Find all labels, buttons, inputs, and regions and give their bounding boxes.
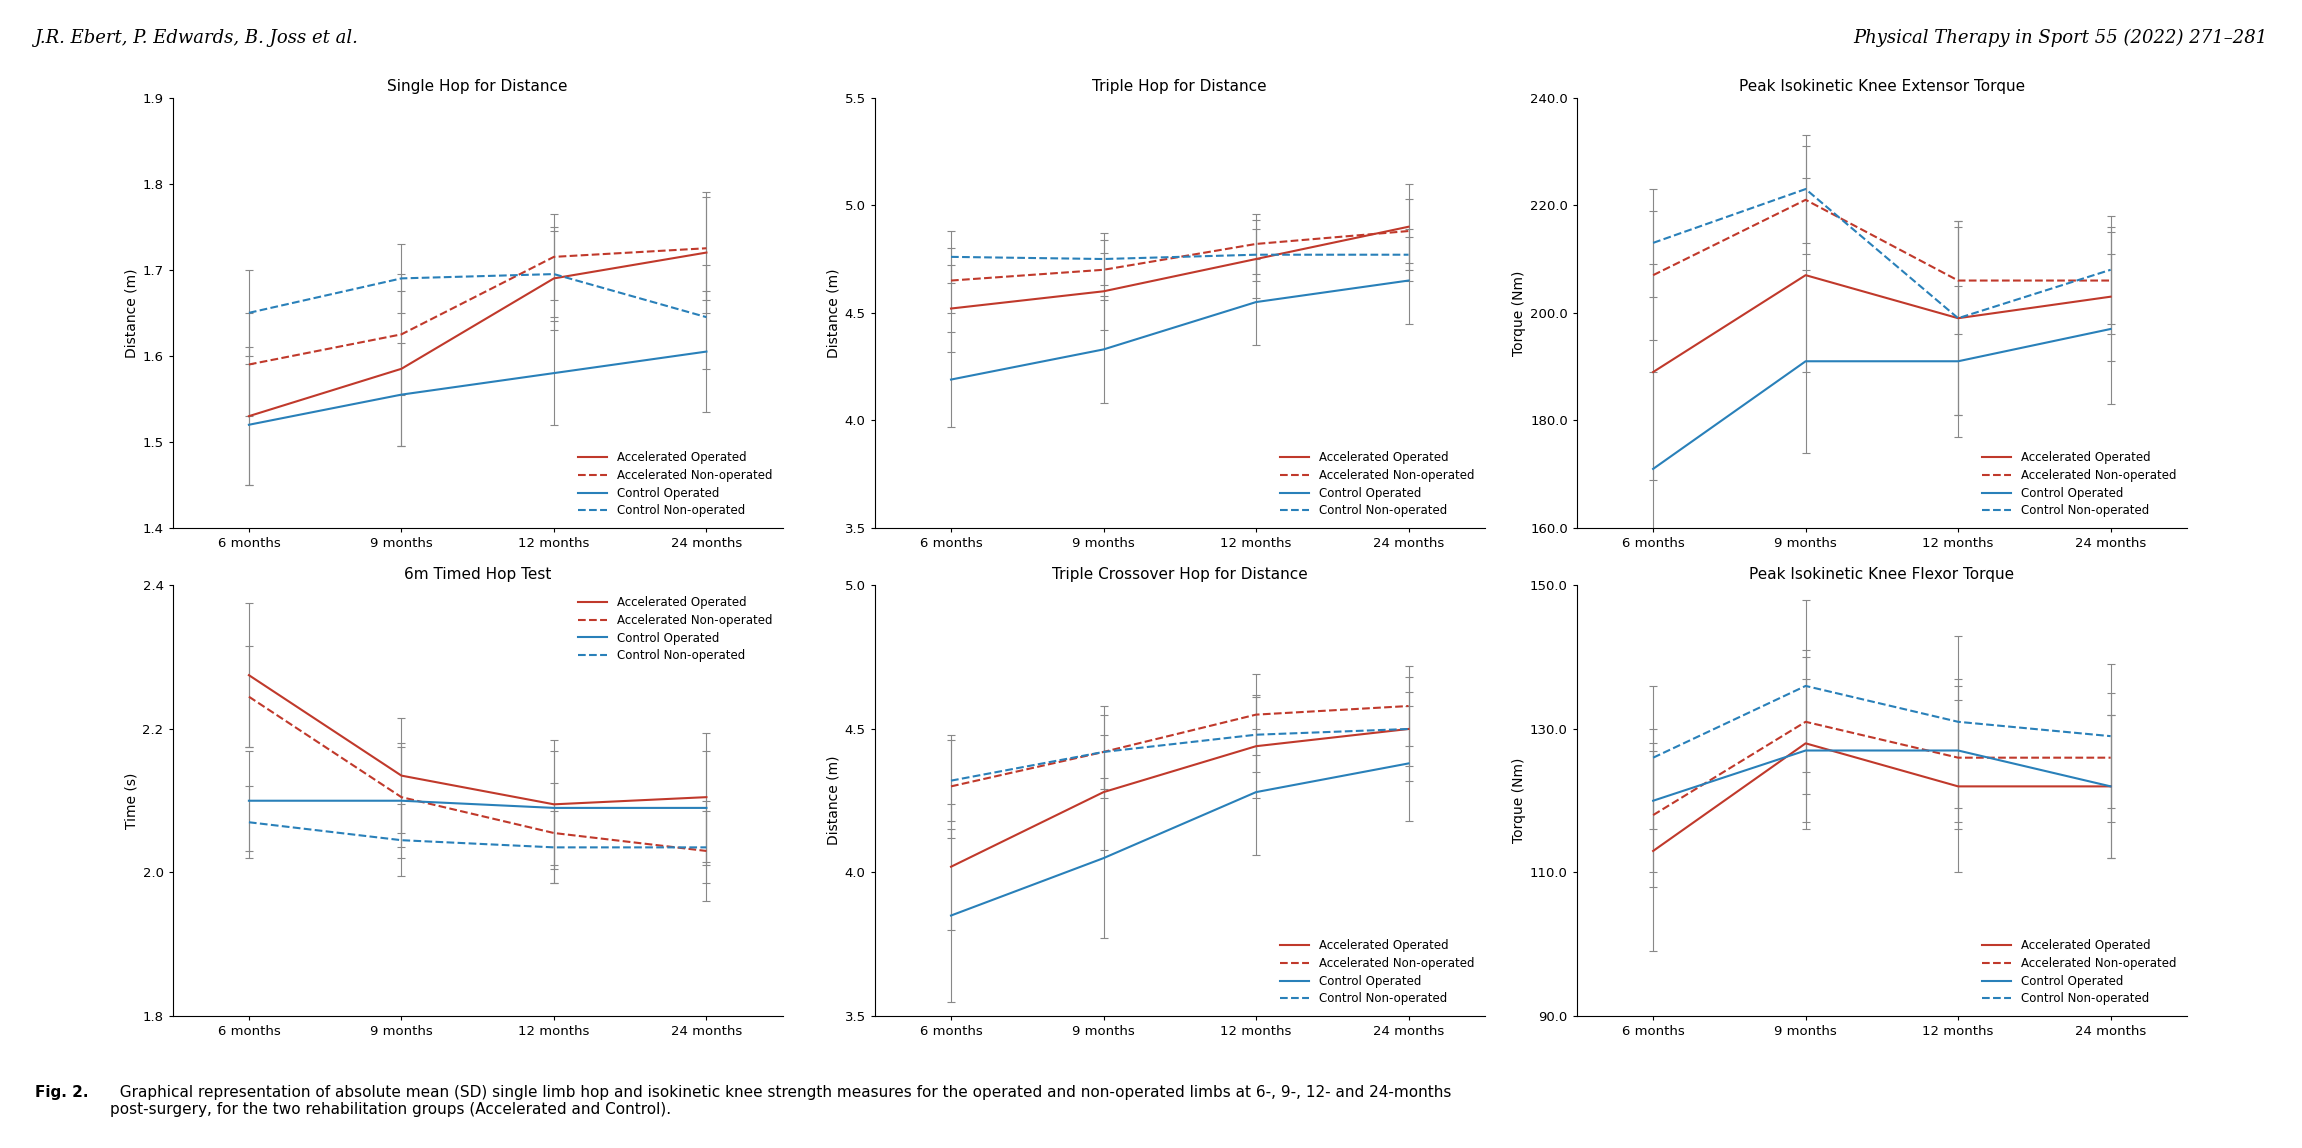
Y-axis label: Distance (m): Distance (m) xyxy=(826,757,840,845)
Y-axis label: Distance (m): Distance (m) xyxy=(124,269,138,357)
Text: J.R. Ebert, P. Edwards, B. Joss et al.: J.R. Ebert, P. Edwards, B. Joss et al. xyxy=(35,29,359,47)
Text: Physical Therapy in Sport 55 (2022) 271–281: Physical Therapy in Sport 55 (2022) 271–… xyxy=(1853,29,2267,47)
Title: Triple Crossover Hop for Distance: Triple Crossover Hop for Distance xyxy=(1052,566,1308,582)
Title: Peak Isokinetic Knee Flexor Torque: Peak Isokinetic Knee Flexor Torque xyxy=(1750,566,2014,582)
Legend: Accelerated Operated, Accelerated Non-operated, Control Operated, Control Non-op: Accelerated Operated, Accelerated Non-op… xyxy=(1275,934,1478,1010)
Y-axis label: Distance (m): Distance (m) xyxy=(826,269,840,357)
Title: Peak Isokinetic Knee Extensor Torque: Peak Isokinetic Knee Extensor Torque xyxy=(1738,78,2026,94)
Y-axis label: Time (s): Time (s) xyxy=(124,773,138,829)
Legend: Accelerated Operated, Accelerated Non-operated, Control Operated, Control Non-op: Accelerated Operated, Accelerated Non-op… xyxy=(573,447,776,522)
Legend: Accelerated Operated, Accelerated Non-operated, Control Operated, Control Non-op: Accelerated Operated, Accelerated Non-op… xyxy=(1275,447,1478,522)
Legend: Accelerated Operated, Accelerated Non-operated, Control Operated, Control Non-op: Accelerated Operated, Accelerated Non-op… xyxy=(1977,934,2180,1010)
Y-axis label: Torque (Nm): Torque (Nm) xyxy=(1512,270,1526,356)
Title: Triple Hop for Distance: Triple Hop for Distance xyxy=(1093,78,1266,94)
Y-axis label: Torque (Nm): Torque (Nm) xyxy=(1512,758,1526,844)
Title: Single Hop for Distance: Single Hop for Distance xyxy=(387,78,569,94)
Text: Graphical representation of absolute mean (SD) single limb hop and isokinetic kn: Graphical representation of absolute mea… xyxy=(110,1085,1453,1117)
Legend: Accelerated Operated, Accelerated Non-operated, Control Operated, Control Non-op: Accelerated Operated, Accelerated Non-op… xyxy=(573,591,776,667)
Text: Fig. 2.: Fig. 2. xyxy=(35,1085,87,1100)
Legend: Accelerated Operated, Accelerated Non-operated, Control Operated, Control Non-op: Accelerated Operated, Accelerated Non-op… xyxy=(1977,447,2180,522)
Title: 6m Timed Hop Test: 6m Timed Hop Test xyxy=(403,566,552,582)
